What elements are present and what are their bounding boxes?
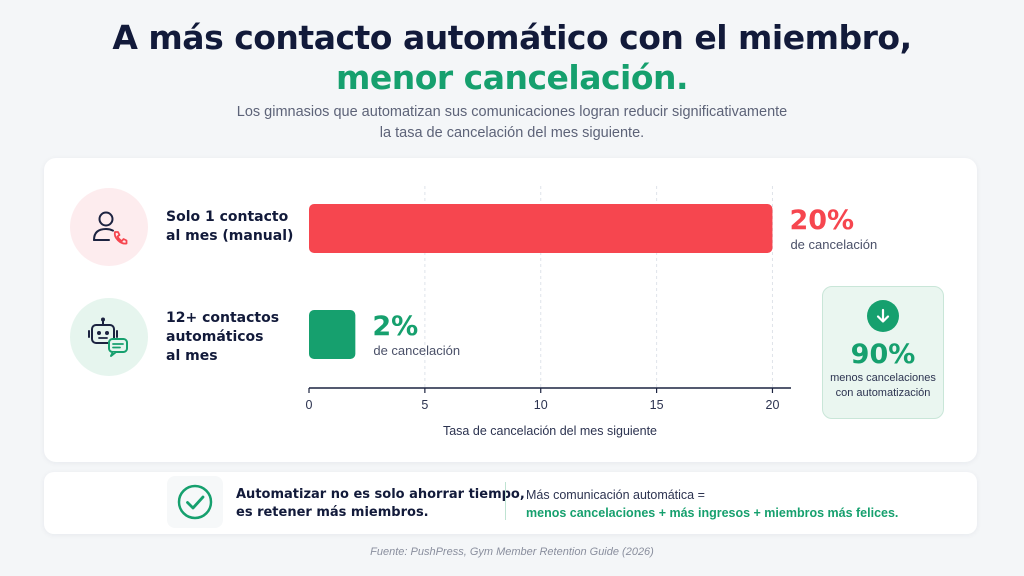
x-tick-label: 20 bbox=[766, 398, 780, 412]
message-left: Automatizar no es solo ahorrar tiempo, e… bbox=[236, 486, 525, 522]
badge-percent: 90% bbox=[850, 339, 916, 370]
page-subtitle: Los gimnasios que automatizan sus comuni… bbox=[0, 102, 1024, 144]
message-divider bbox=[505, 482, 506, 520]
title-line-2: menor cancelación. bbox=[335, 58, 689, 97]
x-tick-label: 10 bbox=[534, 398, 548, 412]
bar bbox=[309, 310, 356, 359]
subtitle-line-1: Los gimnasios que automatizan sus comuni… bbox=[236, 104, 788, 120]
data-label-automatic: 2% bbox=[372, 311, 419, 342]
row-label-line: al mes (manual) bbox=[166, 228, 294, 244]
check-circle-icon bbox=[167, 476, 223, 528]
badge-caption-line: menos cancelaciones bbox=[830, 372, 936, 384]
source-note: Fuente: PushPress, Gym Member Retention … bbox=[370, 546, 654, 558]
bar bbox=[309, 204, 773, 253]
message-right-line-2: menos cancelaciones + más ingresos + mie… bbox=[526, 506, 899, 520]
reduction-badge: 90% menos cancelaciones con automatizaci… bbox=[822, 286, 944, 419]
x-tick-label: 5 bbox=[421, 398, 428, 412]
row-label-manual: Solo 1 contacto al mes (manual) bbox=[166, 208, 293, 246]
x-tick-label: 15 bbox=[650, 398, 664, 412]
user-phone-icon bbox=[70, 188, 148, 266]
badge-caption-line: con automatización bbox=[835, 387, 931, 399]
message-right: Más comunicación automática = menos canc… bbox=[526, 486, 898, 522]
message-left-line: Automatizar no es solo ahorrar tiempo, bbox=[236, 487, 525, 502]
row-label-line: 12+ contactos bbox=[166, 310, 280, 326]
row-label-automatic: 12+ contactos automáticos al mes bbox=[166, 309, 279, 366]
x-tick-label: 0 bbox=[306, 398, 313, 412]
page-title: A más contacto automático con el miembro… bbox=[0, 18, 1024, 98]
row-label-line: Solo 1 contacto bbox=[166, 209, 289, 225]
row-label-line: al mes bbox=[166, 348, 218, 364]
data-label-manual: 20% bbox=[789, 205, 855, 236]
message-left-line: es retener más miembros. bbox=[236, 505, 429, 520]
x-axis-label: Tasa de cancelación del mes siguiente bbox=[442, 424, 658, 438]
data-sublabel-automatic: de cancelación bbox=[373, 343, 461, 358]
row-label-line: automáticos bbox=[166, 329, 264, 345]
arrow-down-icon bbox=[867, 300, 899, 332]
subtitle-line-2: la tasa de cancelación del mes siguiente… bbox=[379, 125, 645, 141]
badge-caption: menos cancelaciones con automatización bbox=[823, 371, 943, 401]
message-right-line-1: Más comunicación automática = bbox=[526, 488, 705, 502]
title-line-1: A más contacto automático con el miembro… bbox=[112, 18, 912, 57]
robot-chat-icon bbox=[70, 298, 148, 376]
data-sublabel-manual: de cancelación bbox=[790, 237, 878, 252]
